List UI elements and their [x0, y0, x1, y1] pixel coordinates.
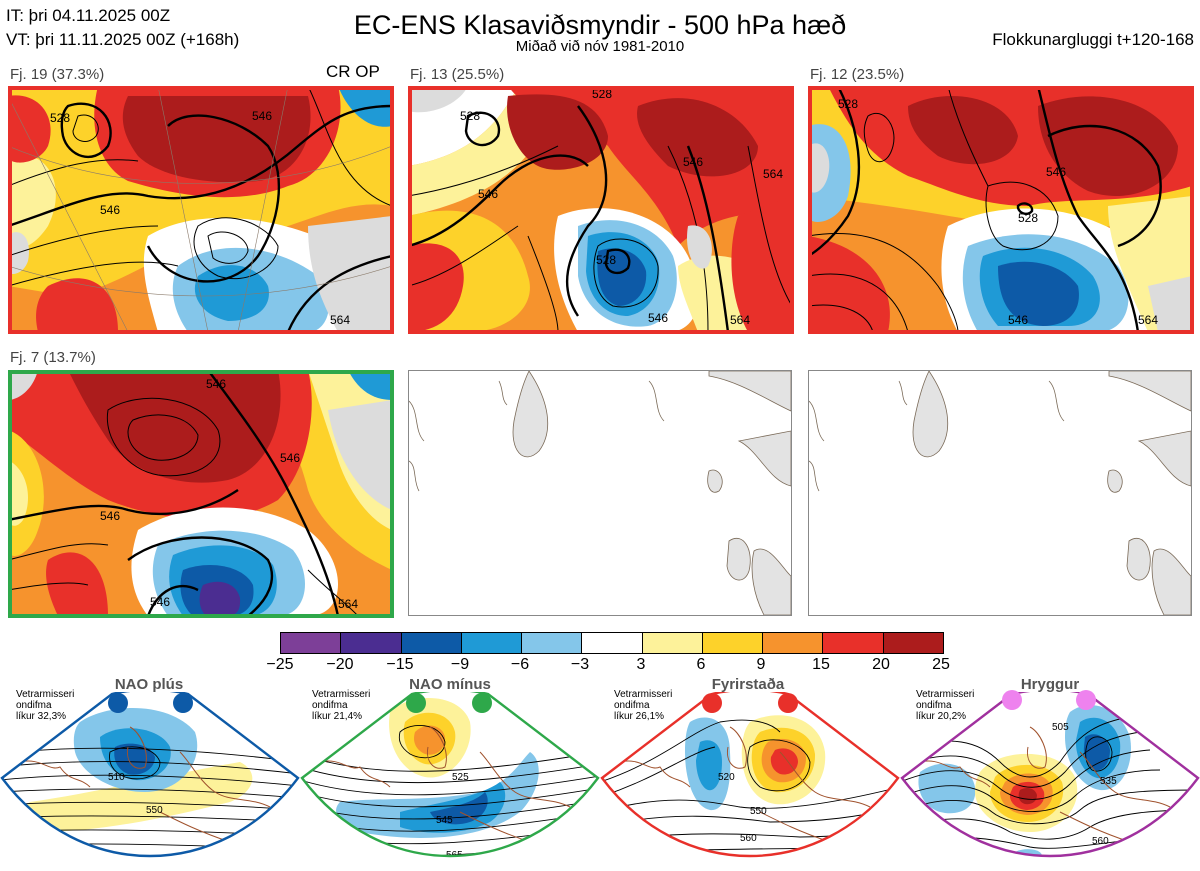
panel-3-contour-e: 564 — [1138, 313, 1158, 327]
colorbar-swatch — [823, 633, 884, 653]
panel-2-contour-e: 528 — [592, 87, 612, 101]
colorbar-swatch — [341, 633, 402, 653]
colorbar-swatch — [702, 633, 764, 653]
panel-1-contour-a: 528 — [50, 111, 70, 125]
regime-3-contour-b: 550 — [750, 806, 767, 817]
regime-2-contour-a: 525 — [452, 772, 469, 783]
regime-2-title: NAO mínus — [409, 676, 491, 693]
panel-2-contour-b: 546 — [478, 187, 498, 201]
regime-3-map[interactable]: 520 550 560 — [600, 692, 900, 871]
regime-2-contour-c: 565 — [446, 850, 463, 861]
panel-4-label: Fj. 7 (13.7%) — [10, 349, 96, 366]
colorbar-swatch — [763, 633, 824, 653]
panel-4-border — [8, 370, 394, 618]
panel-1-label: Fj. 19 (37.3%) — [10, 66, 105, 83]
colorbar-tick: 9 — [756, 656, 766, 673]
empty-map-panel-2 — [808, 370, 1192, 616]
colorbar — [280, 632, 944, 654]
panel-4-contour-e: 564 — [338, 597, 358, 611]
cluster-map-4[interactable]: 546 546 546 546 564 — [8, 370, 392, 616]
regime-4-info: Vetrarmisseri ondifma líkur 20,2% — [916, 689, 975, 722]
classification-window: Flokkunargluggi t+120-168 — [992, 30, 1194, 49]
panel-4-contour-b: 546 — [280, 451, 300, 465]
cluster-map-1[interactable]: 528 546 546 564 — [8, 86, 392, 332]
panel-2-contour-h: 528 — [596, 253, 616, 267]
panel-2-label: Fj. 13 (25.5%) — [410, 66, 505, 83]
page-subtitle: Miðað við nóv 1981-2010 — [515, 38, 685, 55]
colorbar-tick: −9 — [450, 656, 470, 673]
panel-2-border — [408, 86, 794, 334]
regime-4-title: Hryggur — [1020, 676, 1080, 693]
panel-1-contour-b: 546 — [252, 109, 272, 123]
panel-2-contour-g: 564 — [730, 313, 750, 327]
regime-4-contour-a: 505 — [1052, 722, 1069, 733]
regime-3-info: Vetrarmisseri ondifma líkur 26,1% — [614, 689, 673, 722]
colorbar-tick: −15 — [386, 656, 414, 673]
regime-3-contour-c: 560 — [740, 833, 757, 844]
panel-4-contour-d: 546 — [150, 595, 170, 609]
regime-4-contour-b: 535 — [1100, 776, 1117, 787]
panel-3-border — [808, 86, 1194, 334]
regime-3-contour-a: 520 — [718, 772, 735, 783]
regime-4-dot-left — [1002, 690, 1022, 710]
panel-2-contour-a: 528 — [460, 109, 480, 123]
regime-1-title: NAO plús — [114, 676, 184, 693]
colorbar-tick: 20 — [872, 656, 890, 673]
panel-1-tag: CR OP — [326, 62, 380, 81]
panel-2-contour-f: 546 — [648, 311, 668, 325]
regime-2-dot-left — [406, 693, 426, 713]
colorbar-tick: −20 — [326, 656, 354, 673]
panel-2-contour-c: 546 — [683, 155, 703, 169]
panel-3-contour-b: 546 — [1046, 165, 1066, 179]
colorbar-swatch — [883, 633, 943, 653]
panel-1-contour-c: 546 — [100, 203, 120, 217]
colorbar-tick: −6 — [510, 656, 530, 673]
page-title: EC-ENS Klasaviðsmyndir - 500 hPa hæð — [353, 10, 847, 40]
colorbar-tick: 3 — [636, 656, 646, 673]
colorbar-swatch — [582, 633, 643, 653]
panel-4-contour-a: 546 — [206, 377, 226, 391]
regime-1-dot-left — [108, 693, 128, 713]
colorbar-tick: −3 — [570, 656, 590, 673]
colorbar-tick: 6 — [696, 656, 706, 673]
regime-4-map[interactable]: 505 535 560 — [900, 692, 1200, 871]
panel-4-contour-c: 546 — [100, 509, 120, 523]
regime-1-contour-b: 550 — [146, 805, 163, 816]
regime-2-dot-right — [472, 693, 492, 713]
cluster-map-3[interactable]: 528 546 528 546 564 — [808, 86, 1192, 332]
regime-1-dot-right — [173, 693, 193, 713]
panel-3-contour-a: 528 — [838, 97, 858, 111]
panel-1-contour-d: 564 — [330, 313, 350, 327]
panel-1-border — [8, 86, 394, 334]
regime-2-contour-b: 545 — [436, 815, 453, 826]
regime-3-title: Fyrirstaða — [711, 676, 785, 693]
regime-3-dot-right — [778, 693, 798, 713]
panel-2-contour-d: 564 — [763, 167, 783, 181]
colorbar-swatch — [642, 633, 703, 653]
init-time: IT: þri 04.11.2025 00Z — [6, 6, 171, 25]
empty-map-panel-1 — [408, 370, 792, 616]
colorbar-tick: 15 — [812, 656, 830, 673]
valid-time: VT: þri 11.11.2025 00Z (+168h) — [6, 30, 240, 49]
regime-4-dot-right — [1076, 690, 1096, 710]
colorbar-swatch — [522, 633, 583, 653]
regime-1-map[interactable]: 510 550 — [0, 692, 300, 871]
regime-4-contour-c: 560 — [1092, 836, 1109, 847]
colorbar-tick: −25 — [266, 656, 294, 673]
regime-2-map[interactable]: 525 545 565 — [300, 692, 600, 871]
colorbar-swatch — [401, 633, 462, 653]
colorbar-tick: 25 — [932, 656, 950, 673]
colorbar-swatch — [461, 633, 523, 653]
regime-3-dot-left — [702, 693, 722, 713]
panel-3-label: Fj. 12 (23.5%) — [810, 66, 905, 83]
panel-3-contour-c: 528 — [1018, 211, 1038, 225]
colorbar-swatch — [281, 633, 342, 653]
panel-3-contour-d: 546 — [1008, 313, 1028, 327]
regime-1-info: Vetrarmisseri ondifma líkur 32,3% — [16, 689, 75, 722]
cluster-map-2[interactable]: 528 546 546 564 528 546 564 528 — [408, 86, 792, 332]
regime-1-contour-a: 510 — [108, 772, 125, 783]
regime-2-info: Vetrarmisseri ondifma líkur 21,4% — [312, 689, 371, 722]
